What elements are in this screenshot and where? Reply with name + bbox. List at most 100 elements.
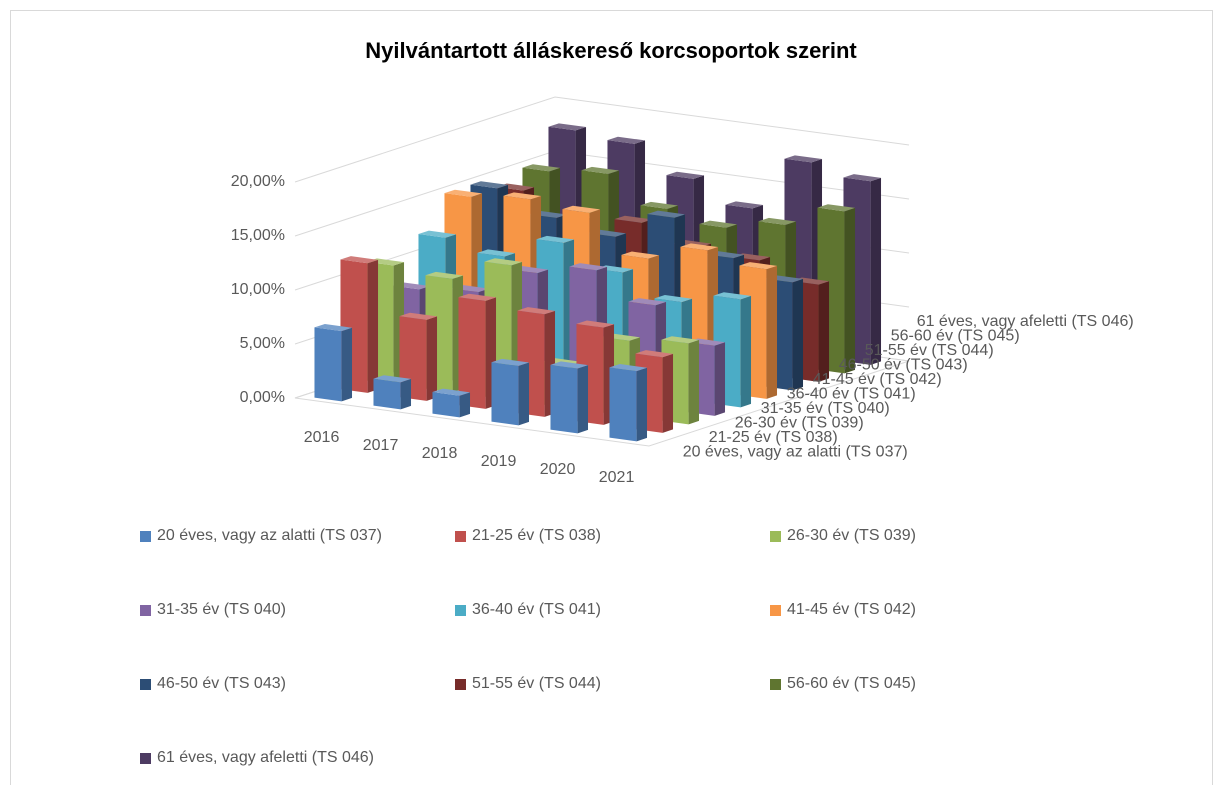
x-tick-label: 2016: [304, 429, 340, 446]
bar-side: [766, 265, 778, 399]
bar-top: [699, 220, 738, 228]
x-tick-label: 2018: [422, 445, 458, 462]
bar-side: [577, 365, 589, 434]
bar-front: [491, 362, 519, 426]
legend-swatch: [140, 531, 151, 542]
bar-top: [654, 295, 693, 303]
bar-side: [459, 392, 471, 418]
y-tick-label: 5,00%: [240, 335, 285, 352]
legend-item: 21-25 év (TS 038): [455, 525, 770, 599]
bar-top: [373, 375, 412, 383]
bar-side: [426, 316, 438, 401]
legend-label: 61 éves, vagy afeletti (TS 046): [157, 749, 374, 766]
legend-item: 31-35 év (TS 040): [140, 599, 455, 673]
bar-top: [628, 298, 667, 306]
depth-tick-label: 56-60 év (TS 045): [891, 327, 1020, 344]
depth-tick-label: 36-40 év (TS 041): [787, 385, 916, 402]
bar-top: [784, 155, 823, 163]
bar: [314, 324, 353, 402]
bar-top: [713, 292, 752, 300]
depth-tick-label: 31-35 év (TS 040): [761, 400, 890, 417]
bar-top: [562, 205, 601, 213]
legend-swatch: [140, 605, 151, 616]
bar-side: [367, 259, 379, 393]
bar: [373, 375, 412, 410]
legend-swatch: [140, 753, 151, 764]
bar-front: [609, 367, 637, 442]
bar: [491, 358, 530, 426]
legend-item: 46-50 év (TS 043): [140, 673, 455, 747]
depth-tick-label: 41-45 év (TS 042): [813, 371, 942, 388]
bar-side: [792, 278, 804, 391]
bar-top: [621, 251, 660, 259]
bar-top: [503, 192, 542, 200]
legend-swatch: [455, 605, 466, 616]
depth-tick-label: 46-50 év (TS 043): [839, 356, 968, 373]
legend-label: 36-40 év (TS 041): [472, 601, 601, 618]
bar-side: [870, 177, 882, 365]
legend: 20 éves, vagy az alatti (TS 037) 21-25 év…: [140, 525, 1100, 785]
depth-tick-label: 21-25 év (TS 038): [709, 429, 838, 446]
bar-top: [581, 166, 620, 174]
legend-swatch: [770, 605, 781, 616]
x-tick-label: 2020: [540, 461, 576, 478]
bar-top: [522, 164, 561, 172]
grid-line: [294, 96, 910, 183]
bar-top: [477, 249, 516, 257]
legend-item: 26-30 év (TS 039): [770, 525, 1085, 599]
bar-top: [399, 312, 438, 320]
bar-top: [484, 258, 523, 266]
legend-item: 51-55 év (TS 044): [455, 673, 770, 747]
y-tick-label: 20,00%: [231, 173, 285, 190]
x-tick-label: 2017: [363, 437, 399, 454]
bar-top: [550, 361, 589, 369]
bar-top: [470, 181, 509, 189]
legend-label: 21-25 év (TS 038): [472, 527, 601, 544]
legend-swatch: [455, 679, 466, 690]
bar-top: [517, 307, 556, 315]
bar-top: [340, 256, 379, 264]
legend-label: 41-45 év (TS 042): [787, 601, 916, 618]
legend-label: 56-60 év (TS 045): [787, 675, 916, 692]
x-tick-label: 2021: [599, 469, 635, 486]
chart-title: Nyilvántartott álláskereső korcsoportok …: [365, 38, 857, 63]
bar-top: [609, 364, 648, 372]
legend-label: 20 éves, vagy az alatti (TS 037): [157, 527, 382, 544]
bar-side: [518, 362, 530, 426]
bar-top: [569, 263, 608, 271]
legend-swatch: [770, 679, 781, 690]
x-tick-label: 2019: [481, 453, 517, 470]
bar-top: [536, 235, 575, 243]
bar-top: [725, 201, 764, 209]
legend-label: 46-50 év (TS 043): [157, 675, 286, 692]
bar-side: [844, 207, 856, 374]
bar-top: [425, 271, 464, 279]
legend-item: 56-60 év (TS 045): [770, 673, 1085, 747]
legend-swatch: [455, 531, 466, 542]
bar-top: [491, 358, 530, 366]
bar-top: [576, 320, 615, 328]
legend-label: 26-30 év (TS 039): [787, 527, 916, 544]
legend-item: 36-40 év (TS 041): [455, 599, 770, 673]
bar-top: [739, 262, 778, 270]
bar-top: [843, 174, 882, 182]
bar-top: [647, 210, 686, 218]
bar-top: [666, 171, 705, 179]
bar-top: [640, 201, 679, 209]
bar-side: [714, 342, 726, 416]
depth-tick-label: 26-30 év (TS 039): [735, 414, 864, 431]
bar-top: [548, 123, 587, 131]
bar-top: [758, 217, 797, 225]
bar-top: [432, 388, 471, 396]
bar-top: [314, 324, 353, 332]
legend-swatch: [770, 531, 781, 542]
bar-side: [341, 327, 353, 402]
bar-front: [550, 364, 578, 434]
bar: [432, 388, 471, 418]
bar: [609, 364, 648, 442]
depth-tick-label: 20 éves, vagy az alatti (TS 037): [683, 443, 908, 460]
y-tick-label: 15,00%: [231, 227, 285, 244]
bar-top: [635, 350, 674, 358]
